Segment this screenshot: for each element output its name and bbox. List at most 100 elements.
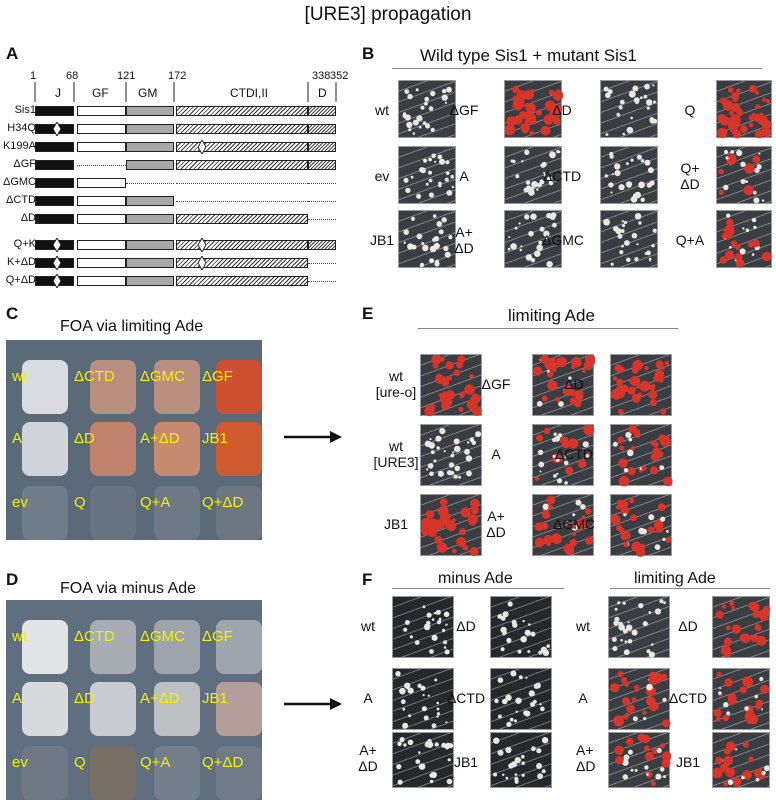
white-colony xyxy=(507,601,513,607)
white-colony xyxy=(438,184,442,188)
red-colony xyxy=(660,408,667,415)
red-colony xyxy=(715,756,723,765)
white-colony xyxy=(443,611,450,618)
panel-c-plate: wt ΔCTD ΔGMC ΔGF A ΔD A+ΔD JB1 ev Q Q+A Q+ΔD xyxy=(6,340,262,540)
red-colony xyxy=(571,356,582,368)
white-colony xyxy=(518,222,521,225)
red-colony xyxy=(578,459,587,469)
white-colony xyxy=(501,698,508,705)
white-colony xyxy=(514,779,519,784)
white-colony xyxy=(502,773,505,776)
deleted-region-ctd xyxy=(176,183,308,184)
white-colony xyxy=(537,773,543,780)
tile-label: ΔD xyxy=(456,618,476,634)
white-colony xyxy=(603,86,609,92)
red-colony xyxy=(761,119,772,130)
red-colony xyxy=(630,445,636,451)
red-colony xyxy=(534,476,540,482)
white-colony xyxy=(755,777,760,782)
white-colony xyxy=(444,251,451,258)
domain-bar-j xyxy=(35,178,74,188)
white-colony xyxy=(431,634,438,641)
white-colony xyxy=(736,149,743,157)
white-colony xyxy=(436,712,441,716)
white-colony xyxy=(648,651,655,658)
white-colony xyxy=(753,225,757,230)
white-colony xyxy=(761,199,765,202)
growth-patch xyxy=(154,682,200,736)
white-colony xyxy=(760,708,763,711)
white-colony xyxy=(439,428,446,435)
red-colony xyxy=(438,505,449,517)
white-colony xyxy=(632,716,638,722)
red-colony xyxy=(644,366,649,371)
panel-f-header-right: limiting Ade xyxy=(634,570,716,587)
patch-label: ΔGF xyxy=(202,368,233,385)
colony-tile xyxy=(600,146,658,204)
white-colony xyxy=(537,449,544,456)
red-colony xyxy=(466,399,478,411)
red-colony xyxy=(716,716,721,722)
white-colony xyxy=(448,235,453,240)
red-colony xyxy=(715,610,724,619)
white-colony xyxy=(412,132,416,135)
red-colony xyxy=(556,357,564,365)
tile-label: Q xyxy=(684,102,696,118)
domain-bar-gf xyxy=(77,276,126,286)
white-colony xyxy=(654,544,661,550)
red-colony xyxy=(530,89,535,93)
red-colony xyxy=(723,649,732,658)
red-colony xyxy=(619,445,625,451)
white-colony xyxy=(539,470,542,473)
colony-layer xyxy=(424,428,482,479)
colony-tile xyxy=(532,424,595,486)
white-colony xyxy=(634,768,638,772)
growth-patch xyxy=(154,360,200,414)
white-colony xyxy=(525,676,528,679)
white-colony xyxy=(548,181,554,186)
colony-tile xyxy=(610,354,672,416)
red-colony xyxy=(722,714,729,722)
patch-label: ev xyxy=(12,494,28,511)
white-colony xyxy=(656,747,662,754)
white-colony xyxy=(430,90,436,97)
white-colony xyxy=(443,450,446,453)
red-colony xyxy=(724,678,733,687)
white-colony xyxy=(660,516,666,522)
tile-label: wt xyxy=(576,618,590,634)
red-colony xyxy=(727,153,732,158)
red-colony xyxy=(459,393,464,399)
red-colony xyxy=(725,767,736,778)
panel-d-plate: wt ΔCTD ΔGMC ΔGF A ΔD A+ΔD JB1 ev Q Q+A Q+ΔD xyxy=(6,600,262,800)
white-colony xyxy=(409,635,413,639)
deleted-region-d xyxy=(308,281,336,282)
white-colony xyxy=(719,687,722,690)
white-colony xyxy=(443,245,449,252)
red-colony xyxy=(462,544,469,551)
red-colony xyxy=(460,507,471,518)
white-colony xyxy=(627,449,634,457)
red-colony xyxy=(739,686,747,694)
white-colony xyxy=(649,117,655,122)
white-colony xyxy=(407,687,414,694)
white-colony xyxy=(402,722,409,729)
red-colony xyxy=(525,102,536,113)
red-colony xyxy=(739,633,749,643)
white-colony xyxy=(617,233,623,239)
red-colony xyxy=(662,719,671,728)
white-colony xyxy=(585,454,590,458)
white-colony xyxy=(538,650,543,655)
white-colony xyxy=(397,741,402,747)
white-colony xyxy=(640,96,643,99)
red-colony xyxy=(474,500,480,506)
colony-layer xyxy=(614,733,671,787)
white-colony xyxy=(538,461,545,468)
colony-tile xyxy=(490,596,552,658)
white-colony xyxy=(735,748,738,751)
white-colony xyxy=(414,640,420,645)
white-colony xyxy=(751,253,755,256)
white-colony xyxy=(662,697,667,703)
growth-patch xyxy=(90,620,136,674)
growth-patch xyxy=(90,360,136,414)
red-colony xyxy=(653,520,664,530)
